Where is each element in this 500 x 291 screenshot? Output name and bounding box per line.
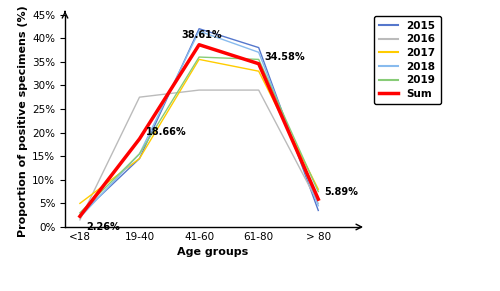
Text: 38.61%: 38.61% (181, 30, 222, 40)
Y-axis label: Proportion of positive specimens (%): Proportion of positive specimens (%) (18, 5, 28, 237)
2016 (136, 95, 142, 99)
2019 (256, 58, 262, 61)
Sum (196, 43, 202, 47)
Sum (77, 214, 83, 218)
2016 (256, 88, 262, 92)
2018 (136, 152, 142, 156)
Text: 5.89%: 5.89% (324, 187, 358, 197)
2016 (316, 202, 322, 205)
Text: 18.66%: 18.66% (146, 127, 186, 137)
Sum (256, 62, 262, 65)
Sum (316, 197, 322, 201)
Line: 2016: 2016 (80, 90, 318, 220)
2019 (316, 190, 322, 193)
2015 (316, 209, 322, 212)
Line: Sum: Sum (80, 45, 318, 216)
2018 (256, 51, 262, 54)
2015 (196, 27, 202, 31)
Legend: 2015, 2016, 2017, 2018, 2019, Sum: 2015, 2016, 2017, 2018, 2019, Sum (374, 15, 440, 104)
2017 (77, 202, 83, 205)
2019 (136, 152, 142, 156)
2015 (136, 157, 142, 160)
Line: 2019: 2019 (80, 57, 318, 213)
2015 (77, 213, 83, 217)
2018 (316, 204, 322, 207)
Line: 2015: 2015 (80, 29, 318, 215)
Text: 2.26%: 2.26% (86, 221, 120, 232)
2018 (196, 29, 202, 33)
X-axis label: Age groups: Age groups (177, 247, 248, 258)
2017 (316, 187, 322, 191)
2018 (77, 216, 83, 219)
2017 (196, 58, 202, 61)
Sum (136, 137, 142, 141)
2017 (136, 157, 142, 160)
2016 (196, 88, 202, 92)
2015 (256, 46, 262, 49)
2016 (77, 218, 83, 222)
2019 (196, 55, 202, 59)
2017 (256, 70, 262, 73)
Text: 34.58%: 34.58% (264, 52, 306, 62)
2019 (77, 211, 83, 214)
Line: 2017: 2017 (80, 59, 318, 203)
Line: 2018: 2018 (80, 31, 318, 218)
